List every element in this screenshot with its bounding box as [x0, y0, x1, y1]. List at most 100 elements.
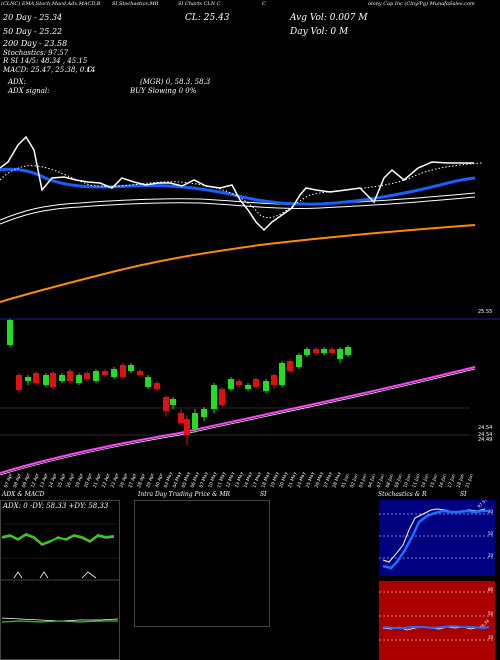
candle-body — [337, 349, 343, 359]
candle-body — [93, 371, 99, 381]
candle-body — [313, 349, 319, 353]
date-label: 15 Apr — [56, 472, 67, 488]
adx-values: (MGR) 0, 58.3, 58.3 — [140, 78, 211, 86]
header-indicators: (CLNC) EMA,Stoch,Macd,Adx,MACD,B — [1, 1, 101, 7]
date-label: 25 May — [305, 472, 316, 489]
macd-label: MACD: 25.47, 25.38, 0.14 — [3, 66, 96, 74]
adx-green-line — [1, 532, 115, 546]
price-axis-label-2: 24.54 — [478, 432, 492, 438]
adx-signal-label: ADX signal: — [8, 87, 50, 95]
date-label: 17 May — [252, 472, 263, 489]
date-label: 14 Apr — [48, 472, 59, 488]
date-label: 09 Apr — [21, 472, 32, 488]
candle-body — [271, 375, 277, 385]
candle-body — [43, 375, 49, 385]
trend-line-a — [0, 366, 476, 474]
mid-panel-title: Intra Day Trading Price & MR — [138, 491, 231, 498]
candle-body — [228, 379, 234, 389]
stoch-level-label-80: 80 — [488, 509, 494, 514]
stoch-last-label: 97.57 — [476, 500, 488, 509]
adx-macd-panel — [0, 500, 120, 660]
date-label: 29 Apr — [145, 472, 156, 488]
price-axis-label-3: 24.49 — [478, 437, 492, 443]
candle-body — [329, 349, 335, 353]
candle-body — [128, 365, 134, 371]
rsi-level-label-20: 20 — [488, 635, 494, 640]
candle-body — [192, 413, 198, 429]
date-label: 16 Apr — [65, 472, 76, 488]
candle-body — [211, 385, 217, 409]
date-label: 18 Jun — [456, 473, 467, 489]
candle-body — [201, 409, 207, 417]
macd-c: C — [87, 66, 93, 74]
ema50-line-a — [0, 192, 476, 221]
adx-white-outline — [13, 571, 97, 579]
rsi-blue-line — [382, 624, 490, 630]
date-label: 12 Apr — [30, 472, 41, 488]
ema200-line — [0, 224, 476, 303]
candle-body — [219, 389, 225, 405]
candles — [7, 319, 351, 445]
rsi-label: R SI 14/5: 48.34 , 45.15 — [3, 57, 88, 65]
date-label: 19 Apr — [74, 472, 85, 488]
date-label: 01 Jun — [340, 473, 351, 489]
date-label: 07 Apr — [3, 472, 14, 488]
date-label: 06 May — [189, 472, 200, 489]
right-panel-title: Stochastics & R — [378, 491, 427, 498]
candle-body — [163, 397, 169, 411]
rsi-level-label-80: 80 — [488, 587, 494, 592]
date-label: 18 May — [260, 472, 271, 489]
candle-body — [245, 385, 251, 389]
candle-body — [236, 381, 242, 385]
date-label: 04 May — [172, 472, 183, 489]
rsi-last-label: 48.34 — [478, 618, 490, 630]
date-label: 23 Apr — [110, 472, 121, 488]
candle-body — [59, 375, 65, 381]
date-label: 02 Jun — [349, 473, 360, 489]
candle-body — [154, 383, 160, 389]
date-label: 24 May — [296, 472, 307, 489]
ema20-line — [0, 167, 476, 206]
date-label: 21 Jun — [464, 473, 475, 489]
candle-body — [33, 373, 39, 383]
candle-body — [16, 375, 22, 390]
ema200-label: 200 Day - 23.58 — [3, 39, 68, 48]
rsi-level-label-50: 50 — [488, 611, 494, 616]
stoch-d-line — [382, 509, 489, 570]
day-volume: Day Vol: 0 M — [290, 27, 349, 37]
rsi-panel-bg — [379, 581, 495, 660]
ema20-label: 20 Day - 25.34 — [3, 13, 63, 22]
date-axis: 07 Apr 08 Apr 09 Apr 12 Apr 13 Apr 14 Apr 15 A… — [3, 472, 475, 489]
candle-body — [25, 377, 31, 381]
date-label: 26 Apr — [119, 472, 130, 488]
date-label: 13 May — [234, 472, 245, 489]
candle-body — [279, 363, 285, 385]
candle-body — [178, 413, 184, 423]
candle-body — [7, 320, 13, 345]
candle-body — [111, 369, 117, 377]
candle-body — [76, 375, 82, 383]
date-label: 11 May — [216, 472, 227, 489]
date-label: 10 May — [207, 472, 218, 489]
close-line — [0, 135, 474, 232]
ema50-line-b — [0, 196, 476, 225]
macd-green-line — [1, 620, 118, 623]
stoch-level-label-20: 20 — [488, 553, 494, 558]
avg-volume: Avg Vol: 0.007 M — [290, 13, 368, 23]
price-axis-top: 25.55 — [478, 309, 492, 315]
candle-body — [304, 349, 310, 355]
date-label: 16 Jun — [438, 473, 449, 489]
candle-body — [321, 349, 327, 353]
header-company: olony Cap Inc (Clny/Pg) MunafaSales.com — [368, 1, 475, 7]
left-panel-title: ADX & MACD — [2, 491, 45, 498]
candle-chart: 25.55 24.54 24.54 24.49 — [0, 309, 500, 475]
date-label: 03 May — [163, 472, 174, 489]
candle-body — [137, 371, 143, 375]
intraday-panel — [134, 500, 270, 627]
date-label: 21 Apr — [92, 472, 103, 488]
date-label: 28 May — [331, 472, 342, 489]
date-label: 07 May — [198, 472, 209, 489]
date-label: 08 Jun — [385, 473, 396, 489]
stochastics-label: Stochastics: 97.57 — [3, 49, 69, 57]
close-label: CL: 25.43 — [185, 13, 230, 23]
